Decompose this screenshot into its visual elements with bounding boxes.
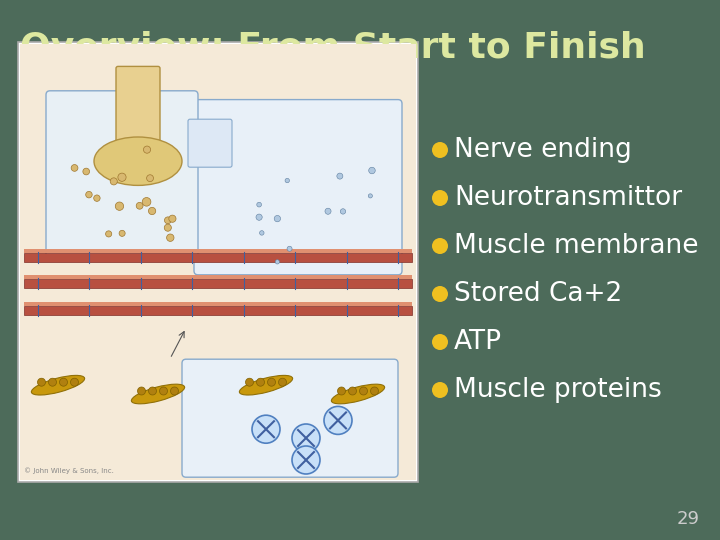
Text: ATP: ATP [454,329,502,355]
Text: Muscle proteins: Muscle proteins [454,377,662,403]
Circle shape [324,407,352,434]
Circle shape [432,382,448,398]
Circle shape [143,198,151,206]
Circle shape [106,231,112,237]
Circle shape [338,387,346,395]
FancyBboxPatch shape [46,91,198,257]
Circle shape [432,286,448,302]
FancyBboxPatch shape [24,249,412,253]
Text: Nerve ending: Nerve ending [454,137,631,163]
FancyBboxPatch shape [24,275,412,279]
Circle shape [71,378,78,386]
Circle shape [275,260,279,264]
Circle shape [115,202,124,211]
Ellipse shape [331,384,384,404]
Circle shape [164,217,171,224]
Circle shape [359,387,367,395]
Circle shape [259,231,264,235]
Circle shape [148,207,156,214]
Circle shape [246,378,253,386]
Circle shape [369,167,375,174]
Text: © John Wiley & Sons, Inc.: © John Wiley & Sons, Inc. [24,467,114,474]
Circle shape [252,415,280,443]
Text: Neurotransmittor: Neurotransmittor [454,185,682,211]
FancyBboxPatch shape [20,44,416,480]
Circle shape [160,387,168,395]
Circle shape [279,378,287,386]
Circle shape [432,238,448,254]
Circle shape [337,173,343,179]
Circle shape [348,387,356,395]
Circle shape [148,387,156,395]
Ellipse shape [131,384,184,404]
Circle shape [292,424,320,452]
Circle shape [147,175,153,181]
Circle shape [48,378,56,386]
FancyBboxPatch shape [24,302,412,306]
FancyBboxPatch shape [116,66,160,167]
Circle shape [118,173,126,181]
Circle shape [83,168,89,175]
Circle shape [371,387,379,395]
Circle shape [60,378,68,386]
Ellipse shape [239,375,292,395]
Circle shape [268,378,276,386]
Circle shape [171,387,179,395]
Circle shape [37,378,45,386]
Circle shape [432,334,448,350]
Circle shape [86,191,92,198]
Circle shape [432,142,448,158]
FancyBboxPatch shape [188,119,232,167]
Ellipse shape [94,137,182,185]
Circle shape [138,387,145,395]
FancyBboxPatch shape [24,253,412,262]
FancyBboxPatch shape [194,99,402,275]
FancyBboxPatch shape [182,359,398,477]
FancyBboxPatch shape [24,279,412,288]
Ellipse shape [32,375,85,395]
Circle shape [256,378,264,386]
Circle shape [94,195,100,201]
Circle shape [325,208,331,214]
Circle shape [274,215,281,222]
FancyBboxPatch shape [18,42,418,482]
Circle shape [257,202,261,207]
Circle shape [341,209,346,214]
Circle shape [166,234,174,241]
Text: Overview: From Start to Finish: Overview: From Start to Finish [20,30,646,64]
Circle shape [71,165,78,171]
Circle shape [119,230,125,237]
Circle shape [292,446,320,474]
Circle shape [110,178,117,185]
Text: Muscle membrane: Muscle membrane [454,233,698,259]
Circle shape [285,178,289,183]
Text: 29: 29 [677,510,700,528]
Text: Stored Ca+2: Stored Ca+2 [454,281,622,307]
Circle shape [168,215,176,222]
Circle shape [256,214,262,220]
Circle shape [287,246,292,251]
Circle shape [164,224,171,231]
Circle shape [143,146,150,153]
Circle shape [432,190,448,206]
Circle shape [136,202,143,209]
Circle shape [368,194,372,198]
FancyBboxPatch shape [24,306,412,315]
